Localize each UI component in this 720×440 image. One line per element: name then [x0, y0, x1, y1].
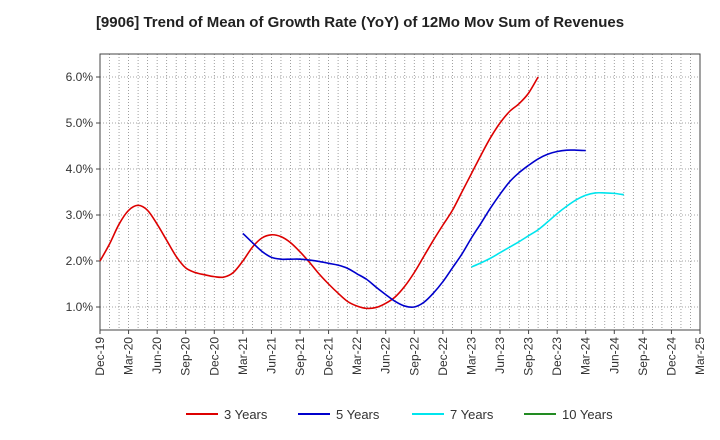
legend-label-7-years: 7 Years	[450, 407, 494, 422]
series-line-3-years	[99, 76, 539, 310]
x-tick-label: Jun-22	[379, 337, 393, 374]
x-tick-label: Dec-19	[93, 337, 107, 376]
y-tick-label: 1.0%	[66, 300, 94, 314]
x-tick-label: Mar-22	[350, 337, 364, 375]
y-tick-label: 3.0%	[66, 208, 94, 222]
x-tick-label: Dec-20	[207, 337, 221, 376]
x-tick-label: Jun-23	[493, 337, 507, 374]
y-tick-label: 5.0%	[66, 116, 94, 130]
legend-label-3-years: 3 Years	[224, 407, 268, 422]
x-tick-label: Sep-20	[179, 337, 193, 376]
axis-layer: 1.0% 2.0% 3.0% 4.0% 5.0% 6.0% Dec-19 Mar-20 Jun-…	[66, 53, 707, 376]
y-tick-label: 6.0%	[66, 70, 94, 84]
x-tick-label: Mar-20	[122, 337, 136, 375]
x-tick-label: Jun-24	[607, 337, 621, 374]
legend: 3 Years 5 Years 7 Years 10 Years	[186, 407, 613, 422]
chart-title: [9906] Trend of Mean of Growth Rate (YoY…	[95, 14, 625, 31]
x-tick-label: Jun-21	[264, 337, 278, 374]
x-tick-label: Mar-23	[464, 337, 478, 375]
x-tick-label: Sep-22	[407, 337, 421, 376]
y-tick-label: 4.0%	[66, 162, 94, 176]
x-tick-label: Mar-24	[579, 337, 593, 375]
x-tick-label: Mar-21	[236, 337, 250, 375]
y-tick-label: 2.0%	[66, 254, 94, 268]
grid-layer	[100, 54, 700, 330]
legend-label-5-years: 5 Years	[336, 407, 380, 422]
x-tick-label: Jun-20	[150, 337, 164, 374]
series-layer	[99, 76, 624, 310]
x-tick-label: Dec-24	[664, 337, 678, 376]
legend-label-10-years: 10 Years	[562, 407, 613, 422]
x-tick-label: Sep-21	[293, 337, 307, 376]
x-tick-label: Mar-25	[693, 337, 707, 375]
x-tick-label: Dec-22	[436, 337, 450, 376]
x-tick-label: Sep-24	[636, 337, 650, 376]
x-tick-label: Dec-23	[550, 337, 564, 376]
plot-frame	[99, 53, 701, 331]
series-line-7-years	[471, 191, 624, 268]
x-tick-label: Sep-23	[522, 337, 536, 376]
series-line-5-years	[242, 149, 586, 309]
x-tick-label: Dec-21	[322, 337, 336, 376]
